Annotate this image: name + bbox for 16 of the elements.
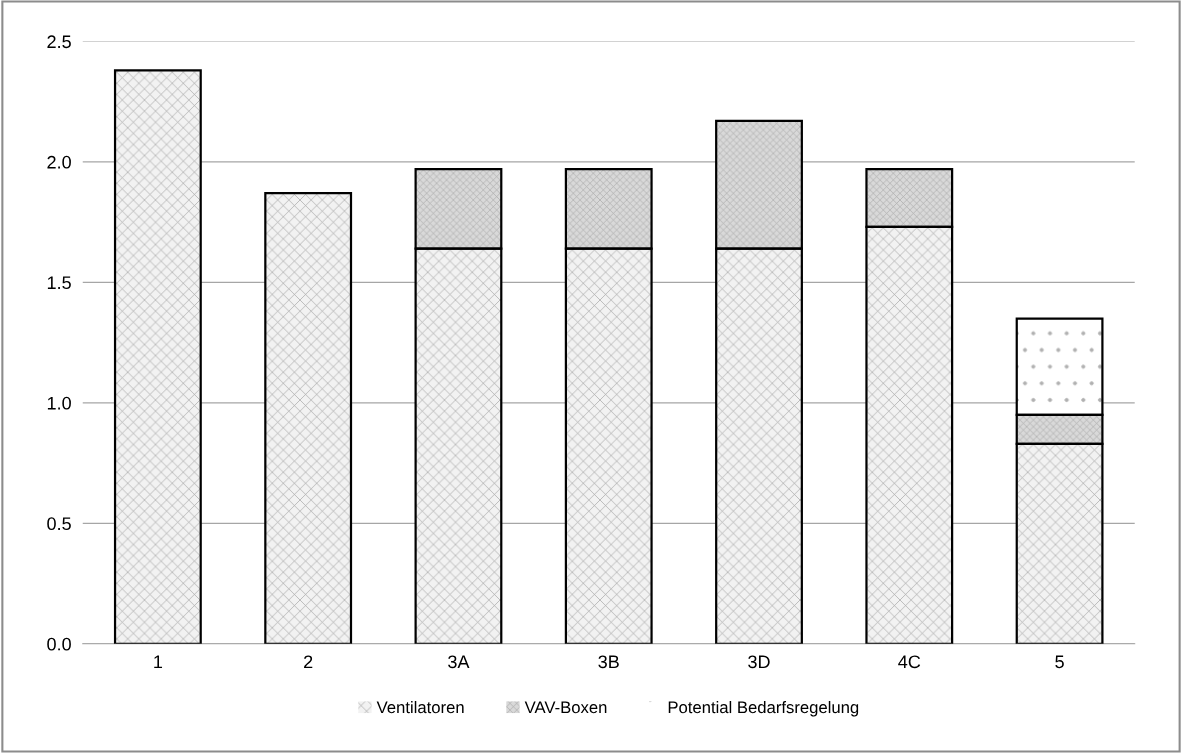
legend-label: Potential Bedarfsregelung (668, 700, 859, 717)
y-tick-label: 0.5 (47, 517, 71, 531)
y-tick-label: 2.5 (47, 35, 71, 49)
y-tick-label: 2.0 (47, 155, 71, 169)
x-tick-label: 3B (598, 655, 619, 669)
legend-label: Ventilatoren (376, 700, 464, 714)
x-tick-label: 3D (748, 655, 770, 669)
x-tick-label: 4C (898, 655, 921, 669)
x-tick-label: 2 (304, 655, 313, 669)
x-tick-label: 1 (154, 655, 163, 669)
y-tick-label: 1.5 (47, 276, 71, 290)
x-tick-label: 5 (1055, 655, 1064, 669)
y-tick-label: 1.0 (47, 396, 71, 410)
x-tick-label: 3A (448, 655, 470, 669)
legend-label: VAV-Boxen (524, 701, 607, 714)
y-tick-label: 0.0 (47, 637, 71, 651)
